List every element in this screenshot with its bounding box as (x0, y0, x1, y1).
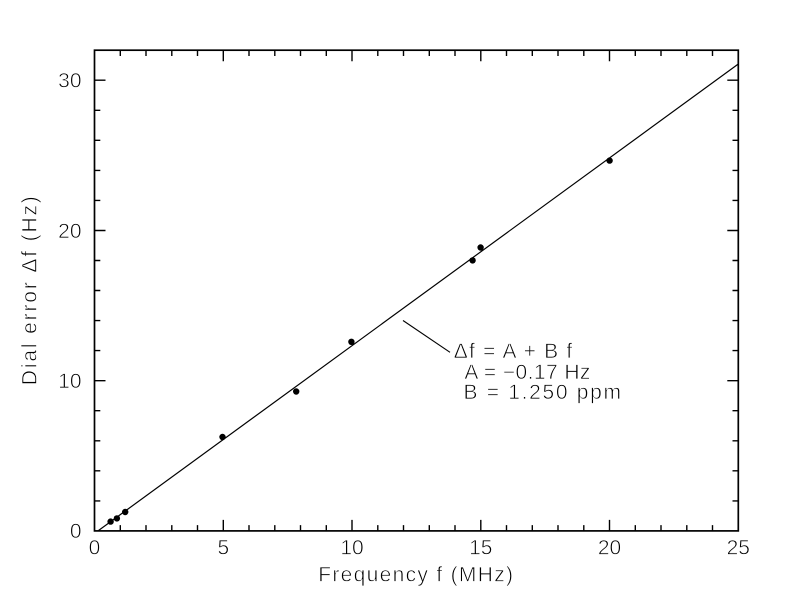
svg-text:30: 30 (58, 70, 81, 93)
svg-text:10: 10 (340, 536, 363, 559)
svg-text:B = 1.250 ppm: B = 1.250 ppm (464, 381, 622, 404)
svg-text:25: 25 (727, 536, 750, 559)
svg-text:0: 0 (89, 536, 101, 559)
svg-text:5: 5 (217, 536, 229, 559)
svg-text:20: 20 (58, 220, 81, 243)
svg-text:Frequency f (MHz): Frequency f (MHz) (318, 564, 513, 587)
svg-text:20: 20 (598, 536, 621, 559)
svg-text:A = −0.17 Hz: A = −0.17 Hz (464, 361, 590, 384)
svg-text:0: 0 (70, 520, 82, 543)
svg-text:Δf = A + B f: Δf = A + B f (454, 340, 573, 363)
svg-text:10: 10 (58, 370, 81, 393)
svg-text:15: 15 (469, 536, 492, 559)
